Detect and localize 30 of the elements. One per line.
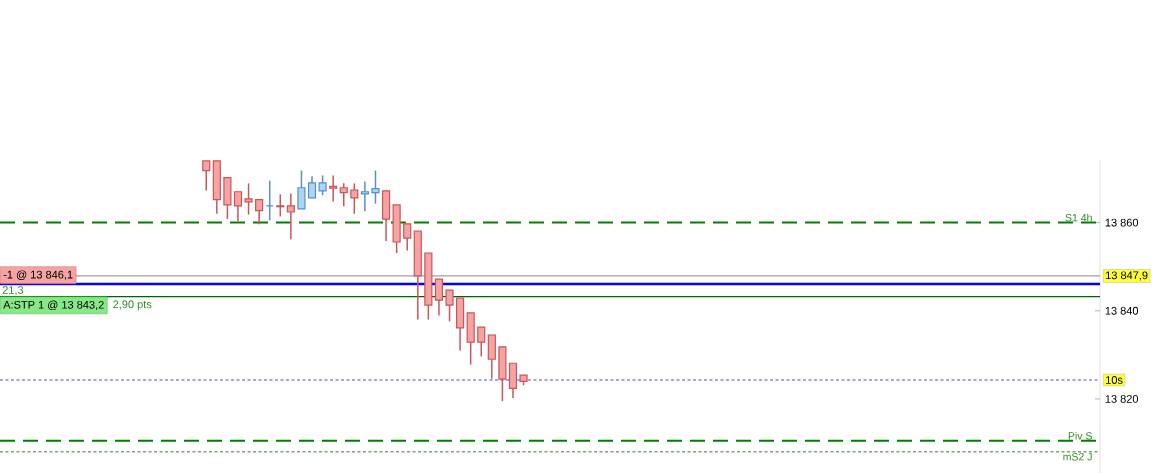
candlestick: [371, 169, 380, 205]
candlestick: [276, 193, 285, 218]
candlestick: [202, 160, 211, 192]
candlestick: [307, 175, 317, 199]
y-tick-label: 13 820: [1105, 395, 1139, 403]
candlestick: [329, 174, 338, 203]
y-tick-label: 13 860: [1105, 218, 1139, 227]
candlestick: [445, 289, 454, 323]
candlestick: [360, 180, 369, 212]
ref-line-label: Piv S: [1068, 431, 1092, 440]
candlestick: [339, 182, 348, 208]
candlestick: [255, 198, 264, 226]
ref-line-label: 13 847,9: [1106, 271, 1148, 281]
y-tick-label: 13 840: [1105, 306, 1139, 315]
candlestick: [297, 169, 306, 210]
ref-line-label: mS2 J: [1063, 453, 1092, 461]
candlestick: [233, 190, 243, 223]
candlestick: [286, 192, 295, 241]
candlestick: [244, 182, 253, 216]
candlestick: [350, 182, 359, 215]
annotation: 21,3: [2, 286, 24, 296]
candlestick: [434, 278, 444, 317]
annotation: A:STP 1 @ 13 843,2: [3, 300, 104, 311]
candlestick: [477, 326, 486, 358]
candlestick: [403, 223, 412, 252]
annotation: -1 @ 13 846,1: [3, 270, 73, 280]
annotation: 2,90 pts: [113, 300, 152, 311]
ref-line-label: 10s: [1106, 376, 1123, 384]
ref-line-label: S1 4h: [1065, 213, 1092, 222]
candlestick: [318, 174, 327, 197]
